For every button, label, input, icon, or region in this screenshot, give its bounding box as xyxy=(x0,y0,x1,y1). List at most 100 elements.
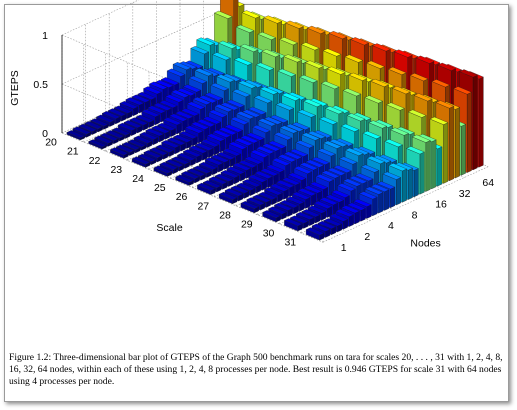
bar-top-face xyxy=(214,104,234,113)
bar-top-face xyxy=(214,173,234,182)
chart-labels: 00.51GTEPS202122232425262728293031Scale1… xyxy=(9,30,494,254)
bar-top-face xyxy=(230,116,249,125)
bar-top-face xyxy=(218,191,238,200)
bar-top-face xyxy=(175,174,194,183)
bar-top-face xyxy=(297,109,316,118)
bar-top-face xyxy=(187,168,206,177)
bar-top-face xyxy=(323,218,343,227)
bar-top-face xyxy=(168,113,188,122)
bar-top-face xyxy=(311,156,330,165)
bar-top-face xyxy=(137,153,157,162)
bar-top-face xyxy=(164,94,184,103)
bar-top-face xyxy=(101,111,121,120)
bar-side-face xyxy=(449,105,455,181)
bar-top-face xyxy=(384,139,403,148)
bar-top-face xyxy=(295,140,315,149)
bar-top-face xyxy=(233,57,253,66)
bar-top-face xyxy=(236,182,256,191)
nodes-axis-label: Nodes xyxy=(410,237,440,249)
bar-top-face xyxy=(192,96,212,105)
bar-top-face xyxy=(459,69,478,78)
nodes-tick-label: 16 xyxy=(435,199,447,211)
bar-top-face xyxy=(198,95,218,104)
bar-top-face xyxy=(264,187,283,196)
bar-top-face xyxy=(269,114,289,123)
bar-top-face xyxy=(390,127,409,136)
bar-top-face xyxy=(186,101,206,110)
bar-top-face xyxy=(232,162,252,171)
scale-tick-label: 21 xyxy=(67,146,79,158)
scale-tick-label: 29 xyxy=(241,218,253,230)
bar-top-face xyxy=(206,133,226,142)
scale-tick-label: 23 xyxy=(110,164,122,176)
bar-top-face xyxy=(182,149,202,158)
bar xyxy=(218,191,238,204)
bar-top-face xyxy=(244,156,263,165)
bar-top-face xyxy=(224,124,243,133)
bar-top-face xyxy=(190,46,210,55)
bar-top-face xyxy=(368,120,388,129)
bar-top-face xyxy=(317,148,336,157)
bar xyxy=(131,156,151,168)
bar-top-face xyxy=(364,95,384,104)
bar-top-face xyxy=(279,125,299,134)
nodes-tick-label: 1 xyxy=(341,242,347,254)
nodes-tick-label: 32 xyxy=(459,188,471,200)
bar-top-face xyxy=(431,79,451,88)
bar-top-face xyxy=(277,154,297,163)
bar-top-face xyxy=(208,176,228,185)
bar-top-face xyxy=(366,60,385,69)
bar-top-face xyxy=(129,117,149,126)
bar-top-face xyxy=(267,140,287,149)
bar-top-face xyxy=(184,125,204,134)
bar-top-face xyxy=(406,146,425,155)
bar-top-face xyxy=(372,43,391,52)
bar-top-face xyxy=(210,154,230,163)
bar-top-face xyxy=(285,196,305,205)
bar-top-face xyxy=(113,105,133,114)
bar-top-face xyxy=(95,114,115,123)
bar-top-face xyxy=(204,157,224,166)
bar-top-face xyxy=(328,139,348,148)
bar-top-face xyxy=(344,147,364,156)
bar-top-face xyxy=(346,113,366,122)
bar xyxy=(305,227,325,241)
bar-top-face xyxy=(329,213,349,222)
z-tick-label: 1 xyxy=(42,30,48,42)
bar-top-face xyxy=(253,95,273,104)
bar-top-face xyxy=(350,37,370,46)
bar-top-face xyxy=(283,54,302,63)
bar-top-face xyxy=(78,123,97,132)
bar-top-face xyxy=(94,135,113,144)
bar-top-face xyxy=(366,155,386,165)
bar-top-face xyxy=(386,102,405,111)
bar-top-face xyxy=(182,84,202,93)
bar-top-face xyxy=(250,149,269,158)
bar-top-face xyxy=(188,145,208,154)
bar-top-face xyxy=(178,131,198,140)
bar xyxy=(109,147,129,159)
bar-top-face xyxy=(293,165,313,175)
bar-top-face xyxy=(247,106,267,115)
bar-top-face xyxy=(328,31,348,40)
bar-top-face xyxy=(370,78,389,87)
bar-top-face xyxy=(153,165,173,174)
bar-top-face xyxy=(254,170,273,179)
bar-top-face xyxy=(437,62,457,71)
bar-top-face xyxy=(237,80,257,89)
bar-top-face xyxy=(306,25,326,34)
bar xyxy=(262,210,281,223)
bar-side-face xyxy=(384,189,390,211)
bar-top-face xyxy=(325,194,344,203)
bar-top-face xyxy=(143,150,163,159)
bar-top-face xyxy=(153,102,172,111)
bar-top-face xyxy=(358,191,378,200)
bar-top-face xyxy=(149,81,168,90)
bar-top-face xyxy=(155,144,175,153)
bar-top-face xyxy=(213,10,233,19)
floor-grid-line xyxy=(322,166,489,243)
bar-side-face xyxy=(402,168,407,203)
scale-tick-label: 28 xyxy=(219,209,231,221)
bar-top-face xyxy=(335,208,354,218)
bar-top-face xyxy=(413,93,433,102)
